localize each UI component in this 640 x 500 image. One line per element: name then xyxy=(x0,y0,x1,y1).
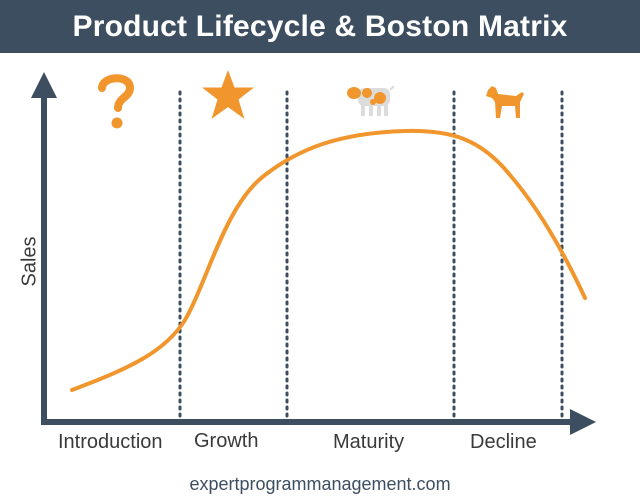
stage-label-introduction: Introduction xyxy=(58,431,163,453)
page-title: Product Lifecycle & Boston Matrix xyxy=(72,9,568,43)
x-axis-arrowhead xyxy=(570,409,596,435)
y-axis-label: Sales xyxy=(18,236,41,287)
stage-label-maturity: Maturity xyxy=(333,431,405,453)
dog-icon xyxy=(486,86,524,118)
cash-cow-icon xyxy=(347,85,395,116)
title-bar: Product Lifecycle & Boston Matrix xyxy=(0,0,640,53)
stage-label-growth: Growth xyxy=(194,430,259,452)
star-icon xyxy=(202,70,254,119)
stage-label-decline: Decline xyxy=(470,431,537,453)
footer-source: expertprogrammanagement.com xyxy=(189,474,451,494)
sales-curve xyxy=(70,128,587,392)
question-mark-icon xyxy=(98,74,135,129)
y-axis-arrowhead xyxy=(31,72,57,98)
